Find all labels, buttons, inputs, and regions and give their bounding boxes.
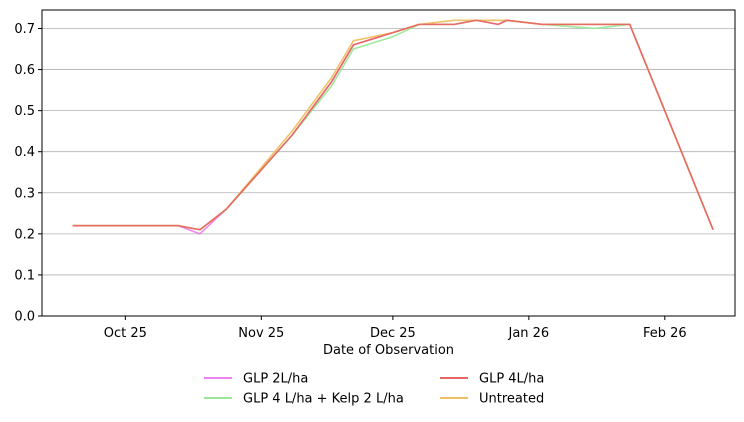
legend-label: GLP 2L/ha [243,372,308,387]
y-tick-label: 0.3 [14,186,35,201]
x-axis: Oct 25 Nov 25 Dec 25 Jan 26 Feb 26 [104,316,687,341]
y-tick-label: 0.0 [14,310,35,325]
x-tick-label: Oct 25 [104,326,147,341]
x-axis-title: Date of Observation [323,343,454,358]
plot-frame [41,9,736,317]
legend-label: GLP 4L/ha [479,372,544,387]
y-axis: 0.0 0.1 0.2 0.3 0.4 0.5 0.6 0.7 [14,22,42,325]
y-tick-label: 0.2 [14,227,35,242]
x-tick-label: Feb 26 [643,326,687,341]
series-line-glp-4l-ha [72,19,714,231]
series-lines [72,19,714,235]
y-tick-label: 0.7 [14,22,35,37]
series-line-glp-2l-ha [72,19,714,235]
y-tick-label: 0.1 [14,268,35,283]
y-tick-label: 0.5 [14,104,35,119]
series-line-glp-4-l-ha-kelp-2-l-ha [72,19,714,231]
legend-label: Untreated [479,392,544,407]
gridlines [42,28,735,317]
legend-label: GLP 4 L/ha + Kelp 2 L/ha [243,392,404,407]
y-tick-label: 0.6 [14,63,35,78]
legend: GLP 2L/ha GLP 4 L/ha + Kelp 2 L/ha GLP 4L/… [204,372,544,407]
y-tick-label: 0.4 [14,145,35,160]
x-tick-label: Nov 25 [238,326,284,341]
series-line-untreated [72,19,714,231]
x-tick-label: Dec 25 [370,326,416,341]
x-tick-label: Jan 26 [507,326,549,341]
